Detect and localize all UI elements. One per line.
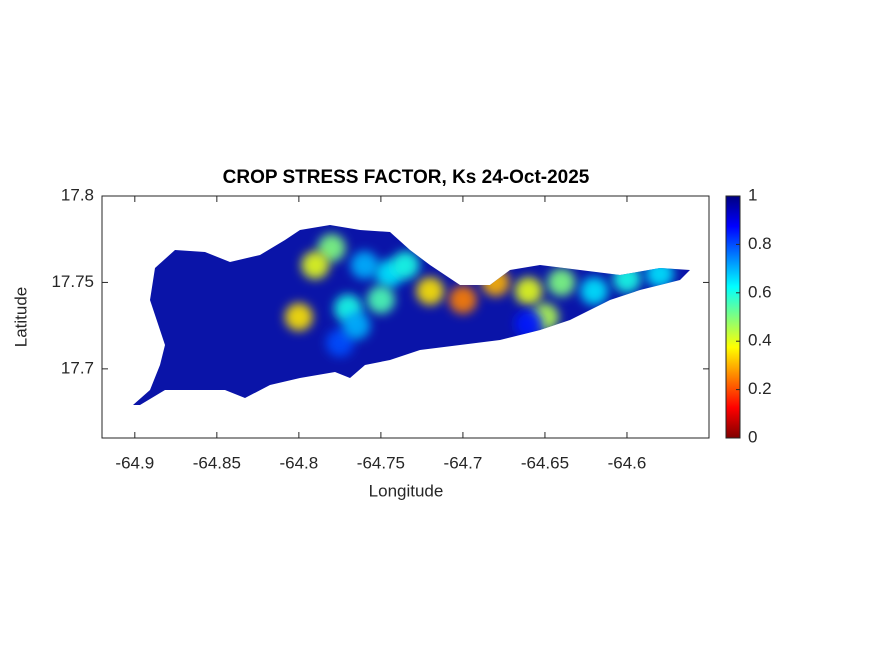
chart-title: CROP STRESS FACTOR, Ks 24-Oct-2025 [223, 167, 590, 188]
x-tick-label: -64.7 [444, 453, 483, 472]
stress-cell [514, 277, 543, 306]
axes-box [101, 195, 710, 439]
y-tick-label: 17.8 [61, 185, 94, 204]
colorbar-tick-label: 1 [748, 185, 757, 204]
island [133, 225, 690, 405]
x-tick-label: -64.85 [193, 453, 241, 472]
colorbar-tick-label: 0.2 [748, 379, 772, 398]
colorbar-tick-label: 0.6 [748, 282, 772, 301]
stress-cell [350, 251, 379, 280]
stress-cell [342, 311, 371, 340]
x-tick-label: -64.75 [357, 453, 405, 472]
stress-cell [301, 251, 330, 280]
x-tick-label: -64.9 [115, 453, 154, 472]
colorbar [725, 195, 741, 439]
stress-cell [448, 285, 477, 314]
stress-cell [416, 277, 445, 306]
y-axis-label: Latitude [11, 287, 30, 348]
y-tick-label: 17.7 [61, 358, 94, 377]
x-axis-label: Longitude [369, 481, 444, 500]
colorbar-tick-label: 0 [748, 427, 757, 446]
colorbar-tick-label: 0.8 [748, 234, 772, 253]
x-tick-label: -64.6 [608, 453, 647, 472]
stress-cell [514, 309, 543, 338]
colorbar-tick-label: 0.4 [748, 331, 772, 350]
x-tick-label: -64.65 [521, 453, 569, 472]
y-tick-label: 17.75 [51, 272, 94, 291]
stress-cell [547, 268, 576, 297]
stress-cell [284, 303, 313, 331]
stress-cell [391, 251, 420, 280]
x-tick-label: -64.8 [279, 453, 318, 472]
stress-cell [580, 277, 609, 306]
stress-cell [366, 285, 395, 314]
